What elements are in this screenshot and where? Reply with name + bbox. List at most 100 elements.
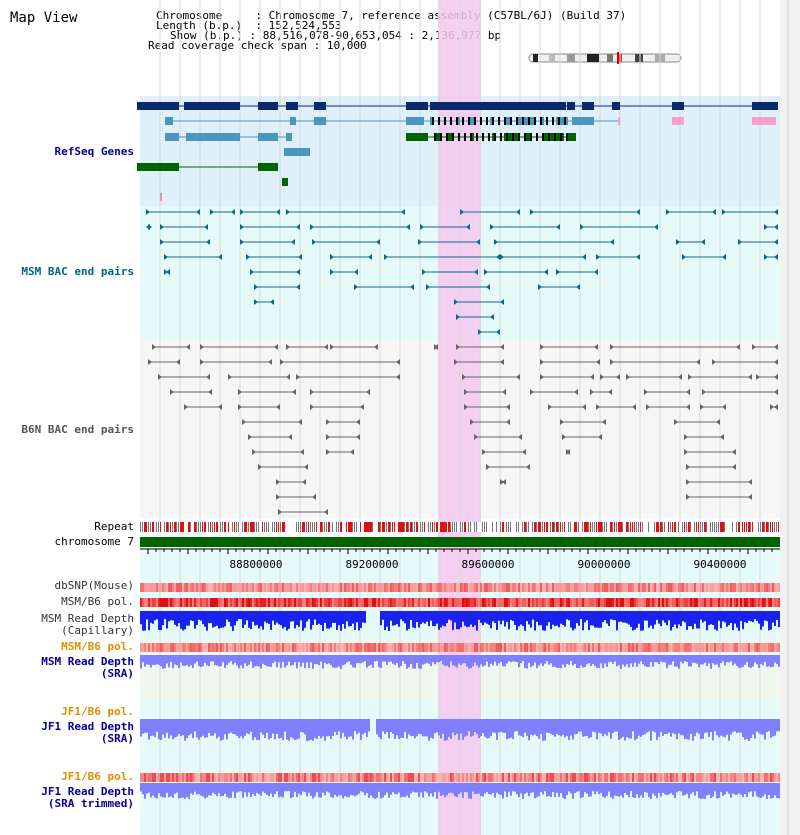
jf1-b6-pol-heat-cell bbox=[640, 773, 642, 782]
msm-b6-pol-heat-cell bbox=[264, 643, 266, 652]
jf1-trimmed-depth-bar bbox=[466, 783, 468, 793]
label-refseq-genes[interactable]: RefSeq Genes bbox=[54, 145, 134, 158]
jf1-b6-pol-heat-cell bbox=[504, 773, 506, 782]
dbsnp-heat-cell bbox=[374, 583, 376, 592]
msm-bac-pair-end bbox=[164, 254, 168, 260]
dbsnp-heat-cell bbox=[686, 583, 688, 592]
label-msm-b6-pol-2[interactable]: MSM/B6 pol. bbox=[61, 640, 134, 653]
msm-b6-pol-heat-cell bbox=[618, 643, 620, 652]
msm-b6-pol-heat-cell bbox=[192, 598, 194, 607]
jf1-trimmed-depth-bar bbox=[146, 783, 148, 794]
msm-sra-depth-bar bbox=[526, 655, 528, 669]
msm-b6-pol-heat-cell bbox=[318, 598, 320, 607]
dbsnp-heat-cell bbox=[630, 583, 632, 592]
repeat-element bbox=[648, 522, 649, 532]
repeat-element bbox=[430, 522, 431, 532]
msm-b6-pol-heat-cell bbox=[592, 598, 594, 607]
length-value: 152,524,553 bbox=[268, 19, 342, 32]
msm-b6-pol-heat-cell bbox=[582, 598, 584, 607]
jf1-trimmed-depth-bar bbox=[346, 783, 348, 797]
label-msm-bac-end-pairs[interactable]: MSM BAC end pairs bbox=[21, 265, 134, 278]
jf1-b6-pol-heat-cell bbox=[724, 773, 726, 782]
dbsnp-heat-cell bbox=[682, 583, 684, 592]
msm-sra-depth-bar bbox=[628, 655, 630, 668]
dbsnp-heat-cell bbox=[266, 583, 268, 592]
msm-b6-pol-heat-cell bbox=[326, 598, 328, 607]
dbsnp-heat-cell bbox=[568, 583, 570, 592]
jf1-b6-pol-heat-cell bbox=[236, 773, 238, 782]
dbsnp-heat-cell bbox=[244, 583, 246, 592]
label-dbsnp[interactable]: dbSNP(Mouse) bbox=[54, 579, 134, 592]
refseq-exon-tick bbox=[558, 117, 560, 125]
dbsnp-heat-cell bbox=[188, 583, 190, 592]
refseq-exon bbox=[672, 102, 684, 110]
msm-b6-pol-heat-cell bbox=[154, 598, 156, 607]
label-jf1-b6-pol-2[interactable]: JF1/B6 pol. bbox=[61, 770, 134, 783]
msm-bac-pair-end bbox=[460, 209, 464, 215]
jf1-sra-depth-bar bbox=[460, 719, 462, 734]
label-jf1-b6-pol-1[interactable]: JF1/B6 pol. bbox=[61, 705, 134, 718]
dbsnp-heat-cell bbox=[432, 583, 434, 592]
label-msm-read-depth-sra[interactable]: MSM Read Depth (SRA) bbox=[41, 655, 134, 680]
msm-b6-pol-heat-cell bbox=[226, 598, 228, 607]
b6n-bac-pair-end bbox=[596, 404, 600, 410]
jf1-b6-pol-heat-cell bbox=[776, 773, 778, 782]
jf1-sra-depth-bar bbox=[592, 719, 594, 732]
msm-sra-depth-bar bbox=[306, 655, 308, 663]
axis-tick-label: 88800000 bbox=[230, 558, 283, 571]
msm-bac-pair-end bbox=[474, 269, 478, 275]
label-msm-b6-pol-1[interactable]: MSM/B6 pol. bbox=[61, 595, 134, 608]
msm-b6-pol-heat-cell bbox=[618, 598, 620, 607]
jf1-b6-pol-heat-cell bbox=[146, 773, 148, 782]
label-msm-read-depth-capillary[interactable]: MSM Read Depth (Capillary) bbox=[41, 612, 134, 637]
dbsnp-heat-cell bbox=[344, 583, 346, 592]
msm-b6-pol-heat-cell bbox=[216, 598, 218, 607]
msm-sra-depth-bar bbox=[642, 655, 644, 665]
jf1-sra-depth-bar bbox=[346, 719, 348, 740]
jf1-b6-pol-heat-cell bbox=[462, 773, 464, 782]
msm-sra-depth-bar bbox=[220, 655, 222, 667]
jf1-trimmed-depth-bar bbox=[666, 783, 668, 796]
dbsnp-heat-cell bbox=[168, 583, 170, 592]
jf1-b6-pol-heat-cell bbox=[226, 773, 228, 782]
jf1-trimmed-depth-bar bbox=[508, 783, 510, 792]
jf1-b6-pol-heat-cell bbox=[392, 773, 394, 782]
msm-bac-pair-end bbox=[296, 284, 300, 290]
msm-bac-pair-end bbox=[774, 209, 778, 215]
msm-capillary-depth-bar bbox=[182, 611, 184, 631]
refseq-exon-tick bbox=[492, 117, 494, 125]
msm-sra-depth-bar bbox=[444, 655, 446, 667]
jf1-sra-depth-bar bbox=[454, 719, 456, 736]
msm-b6-pol-heat-cell bbox=[296, 598, 298, 607]
jf1-b6-pol-heat-cell bbox=[518, 773, 520, 782]
b6n-bac-pair-end bbox=[696, 359, 700, 365]
jf1-b6-pol-heat-cell bbox=[216, 773, 218, 782]
label-jf1-read-depth-sra[interactable]: JF1 Read Depth (SRA) bbox=[41, 720, 134, 745]
msm-sra-depth-bar bbox=[258, 655, 260, 667]
jf1-b6-pol-heat-cell bbox=[148, 773, 150, 782]
repeat-element bbox=[752, 522, 753, 532]
label-jf1-read-depth-trimmed[interactable]: JF1 Read Depth (SRA trimmed) bbox=[41, 785, 134, 810]
jf1-b6-pol-heat-cell bbox=[540, 773, 542, 782]
repeat-element bbox=[246, 522, 247, 532]
msm-b6-pol-heat-cell bbox=[562, 643, 564, 652]
msm-capillary-depth-bar bbox=[622, 611, 624, 623]
msm-sra-depth-bar bbox=[314, 655, 316, 664]
msm-sra-depth-bar bbox=[458, 655, 460, 664]
jf1-b6-pol-heat-cell bbox=[498, 773, 500, 782]
msm-sra-depth-bar bbox=[254, 655, 256, 667]
msm-capillary-depth-bar bbox=[336, 611, 338, 631]
jf1-sra-depth-bar bbox=[760, 719, 762, 735]
dbsnp-heat-cell bbox=[664, 583, 666, 592]
msm-sra-depth-bar bbox=[198, 655, 200, 667]
jf1-b6-pol-heat-cell bbox=[592, 773, 594, 782]
msm-sra-depth-bar bbox=[374, 655, 376, 662]
jf1-trimmed-depth-bar bbox=[742, 783, 744, 798]
msm-b6-pol-heat-cell bbox=[564, 598, 566, 607]
msm-b6-pol-heat-cell bbox=[736, 598, 738, 607]
label-b6n-bac-end-pairs[interactable]: B6N BAC end pairs bbox=[21, 423, 134, 436]
jf1-b6-pol-heat-cell bbox=[564, 773, 566, 782]
msm-capillary-depth-bar bbox=[252, 611, 254, 622]
jf1-sra-depth-bar bbox=[160, 719, 162, 741]
